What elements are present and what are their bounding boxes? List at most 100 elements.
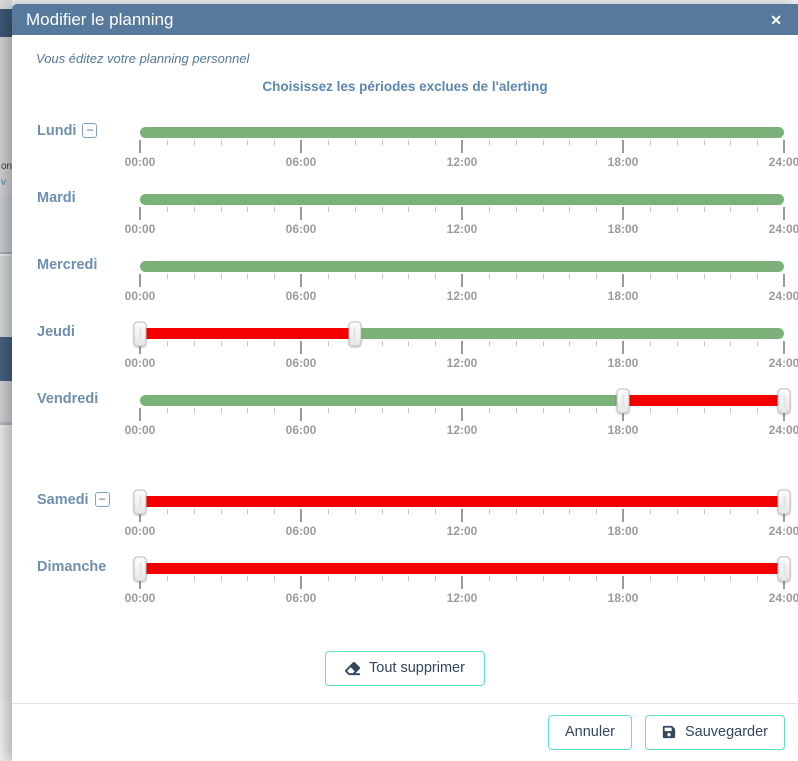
- close-button[interactable]: ✕: [768, 11, 784, 29]
- tick-mark: [622, 207, 624, 220]
- slider[interactable]: 00:00 06:00 12:00 18:00 24:00: [125, 387, 798, 454]
- tick-mark: [381, 408, 383, 413]
- slider-handle[interactable]: [133, 556, 147, 581]
- slider[interactable]: 00:00 06:00 12:00 18:00 24:00: [125, 186, 798, 253]
- tick-mark: [703, 576, 705, 581]
- slider-handle[interactable]: [348, 321, 362, 346]
- tick-mark: [730, 274, 732, 279]
- tick-mark: [596, 341, 598, 346]
- remove-day-button[interactable]: −: [94, 491, 110, 507]
- tick-mark: [676, 274, 678, 279]
- tick-mark: [408, 576, 410, 581]
- slider-track[interactable]: [133, 489, 791, 514]
- tick-mark: [166, 509, 168, 514]
- tick-mark: [757, 408, 759, 413]
- tick-mark: [220, 576, 222, 581]
- save-button[interactable]: Sauvegarder: [644, 715, 785, 750]
- tick-mark: [488, 509, 490, 514]
- background-block: [0, 701, 12, 761]
- tick-mark: [166, 274, 168, 279]
- tick-mark: [220, 274, 222, 279]
- tick-mark: [730, 408, 732, 413]
- slider-handle[interactable]: [777, 489, 791, 514]
- slider-handle[interactable]: [777, 388, 791, 413]
- time-label: 24:00: [768, 423, 798, 437]
- slider[interactable]: 00:00 06:00 12:00 18:00 24:00: [125, 555, 798, 622]
- tick-mark: [649, 576, 651, 581]
- slider-handle[interactable]: [133, 489, 147, 514]
- cancel-button[interactable]: Annuler: [547, 715, 632, 750]
- time-labels: 00:00 06:00 12:00 18:00 24:00: [125, 423, 798, 439]
- tick-mark: [247, 274, 249, 279]
- tick-mark: [649, 509, 651, 514]
- time-label: 12:00: [446, 289, 478, 303]
- slider-track[interactable]: [140, 194, 784, 205]
- remove-day-button[interactable]: −: [82, 122, 98, 138]
- background-block: [0, 196, 12, 254]
- tick-mark: [569, 509, 571, 514]
- tick-mark: [461, 207, 463, 220]
- tick-mark: [783, 341, 785, 354]
- slider-segment-red: [140, 563, 784, 574]
- tick-mark: [757, 576, 759, 581]
- tick-mark: [515, 509, 517, 514]
- slider-track[interactable]: [140, 127, 784, 138]
- time-label: 24:00: [768, 155, 798, 169]
- slider-handle[interactable]: [133, 321, 147, 346]
- track-fill: [140, 127, 784, 138]
- slider-handle[interactable]: [777, 556, 791, 581]
- time-label: 24:00: [768, 222, 798, 236]
- tick-mark: [435, 274, 437, 279]
- day-row: Mercredi 00:00 06:00 12:00 18:00 24:00: [26, 253, 798, 320]
- tick-mark: [703, 408, 705, 413]
- tick-mark: [676, 408, 678, 413]
- tick-mark: [703, 509, 705, 514]
- clear-all-button[interactable]: Tout supprimer: [325, 651, 485, 686]
- modal-body: Vous éditez votre planning personnel Cho…: [12, 35, 798, 686]
- tick-mark: [783, 509, 785, 522]
- tick-mark: [274, 140, 276, 145]
- tick-mark: [247, 509, 249, 514]
- day-rows: Lundi − 00:00 06:00 12:00 18:00 24:00 Mardi 0…: [26, 119, 798, 622]
- tick-mark: [569, 341, 571, 346]
- tick-mark: [730, 140, 732, 145]
- tick-mark: [247, 140, 249, 145]
- tick-mark: [783, 207, 785, 220]
- tick-mark: [542, 274, 544, 279]
- background-block: [0, 381, 12, 425]
- slider-track[interactable]: [133, 321, 784, 346]
- slider[interactable]: 00:00 06:00 12:00 18:00 24:00: [125, 119, 798, 186]
- track-fill: [140, 395, 784, 406]
- time-label: 00:00: [124, 524, 156, 538]
- tick-mark: [300, 341, 302, 354]
- slider-track[interactable]: [140, 261, 784, 272]
- day-label: Dimanche: [37, 559, 107, 575]
- time-label: 00:00: [124, 423, 156, 437]
- tick-row: [139, 341, 785, 354]
- tick-mark: [622, 576, 624, 589]
- slider[interactable]: 00:00 06:00 12:00 18:00 24:00: [125, 253, 798, 320]
- time-label: 18:00: [607, 591, 639, 605]
- time-label: 06:00: [285, 222, 317, 236]
- tick-mark: [247, 576, 249, 581]
- slider[interactable]: 00:00 06:00 12:00 18:00 24:00: [125, 320, 798, 387]
- modal-subtitle: Vous éditez votre planning personnel: [36, 51, 250, 66]
- tick-mark: [783, 576, 785, 589]
- time-label: 18:00: [607, 222, 639, 236]
- background-block: [0, 256, 12, 337]
- tick-mark: [676, 341, 678, 346]
- tick-mark: [354, 408, 356, 413]
- time-label: 12:00: [446, 591, 478, 605]
- minus-icon: −: [98, 492, 106, 506]
- slider-handle[interactable]: [616, 388, 630, 413]
- tick-mark: [408, 509, 410, 514]
- tick-mark: [569, 140, 571, 145]
- slider[interactable]: 00:00 06:00 12:00 18:00 24:00: [125, 488, 798, 555]
- slider-track[interactable]: [133, 556, 791, 581]
- tick-mark: [515, 576, 517, 581]
- slider-track[interactable]: [140, 388, 791, 413]
- tick-mark: [435, 408, 437, 413]
- tick-mark: [327, 207, 329, 212]
- tick-mark: [381, 341, 383, 346]
- tick-mark: [193, 576, 195, 581]
